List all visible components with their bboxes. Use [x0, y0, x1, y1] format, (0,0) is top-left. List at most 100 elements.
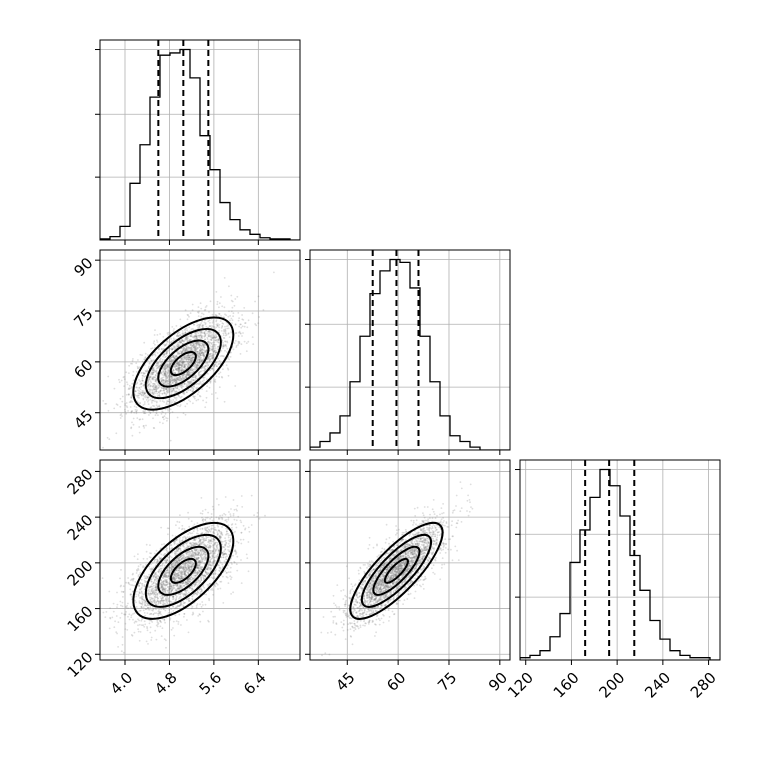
sample-point	[215, 351, 218, 354]
sample-point	[140, 596, 143, 598]
sample-point	[189, 357, 192, 360]
sample-point	[225, 314, 228, 317]
sample-point	[177, 370, 180, 372]
sample-point	[229, 515, 232, 517]
sample-point	[179, 375, 181, 378]
sample-point	[197, 354, 200, 357]
sample-point	[164, 383, 167, 386]
sample-point	[243, 307, 246, 309]
sample-point	[159, 365, 162, 368]
sample-point	[187, 335, 190, 338]
sample-point	[205, 305, 208, 307]
sample-point	[175, 368, 177, 371]
sample-point	[166, 391, 169, 394]
sample-point	[181, 379, 184, 381]
sample-point	[188, 382, 191, 384]
sample-point	[171, 381, 174, 383]
sample-point	[213, 558, 216, 561]
sample-point	[188, 383, 191, 386]
sample-point	[238, 317, 241, 320]
sample-point	[134, 390, 137, 393]
sample-point	[171, 401, 174, 403]
sample-point	[199, 354, 202, 357]
sample-point	[172, 379, 175, 382]
sample-point	[204, 575, 207, 578]
sample-point	[193, 347, 196, 349]
sample-point	[223, 316, 225, 319]
sample-point	[202, 354, 205, 357]
sample-point	[151, 372, 154, 375]
sample-point	[189, 361, 192, 364]
sample-point	[164, 574, 167, 577]
sample-point	[195, 567, 198, 570]
sample-point	[159, 595, 162, 598]
sample-point	[164, 580, 167, 583]
sample-point	[124, 410, 127, 413]
sample-point	[183, 365, 186, 368]
sample-point	[154, 374, 157, 376]
sample-point	[207, 572, 210, 575]
sample-point	[167, 364, 170, 367]
sample-point	[169, 391, 172, 393]
sample-point	[149, 372, 152, 375]
sample-point	[182, 333, 185, 336]
sample-point	[168, 588, 171, 590]
sample-point	[211, 357, 214, 359]
sample-point	[193, 323, 196, 326]
sample-point	[209, 336, 212, 338]
sample-point	[174, 364, 176, 367]
sample-point	[180, 364, 183, 367]
sample-point	[213, 341, 216, 344]
sample-point	[164, 370, 167, 373]
sample-point	[181, 339, 184, 342]
sample-point	[155, 400, 158, 403]
sample-point	[150, 388, 153, 391]
sample-point	[196, 346, 199, 349]
sample-point	[166, 365, 169, 368]
sample-point	[180, 357, 183, 360]
sample-point	[186, 373, 189, 376]
sample-point	[153, 574, 156, 577]
sample-point	[189, 344, 192, 346]
sample-point	[211, 337, 214, 339]
sample-point	[247, 526, 250, 529]
sample-point	[222, 334, 225, 337]
sample-point	[195, 342, 198, 344]
sample-point	[224, 340, 227, 343]
sample-point	[147, 379, 150, 381]
sample-point	[143, 411, 146, 413]
sample-point	[210, 516, 213, 519]
sample-point	[142, 394, 145, 397]
sample-point	[194, 336, 197, 338]
sample-point	[150, 567, 153, 570]
sample-point	[161, 543, 163, 546]
sample-point	[169, 591, 172, 594]
sample-point	[204, 334, 206, 337]
sample-point	[185, 337, 188, 340]
sample-point	[165, 388, 168, 390]
sample-point	[143, 579, 146, 582]
sample-point	[196, 543, 198, 546]
sample-point	[212, 572, 215, 575]
sample-point	[169, 381, 172, 383]
sample-point	[162, 379, 165, 382]
sample-point	[224, 329, 227, 331]
sample-point	[167, 376, 170, 379]
sample-point	[144, 352, 147, 355]
sample-point	[181, 360, 184, 363]
sample-point	[131, 584, 134, 587]
sample-point	[150, 359, 153, 362]
sample-point	[176, 378, 179, 380]
sample-point	[197, 556, 200, 559]
sample-point	[198, 588, 201, 591]
sample-point	[203, 365, 206, 368]
sample-point	[200, 336, 203, 339]
sample-point	[140, 372, 143, 374]
sample-point	[186, 346, 188, 349]
sample-point	[183, 348, 185, 351]
sample-point	[169, 588, 171, 590]
sample-point	[167, 369, 170, 372]
sample-point	[170, 363, 172, 365]
sample-point	[221, 546, 224, 549]
sample-point	[180, 357, 183, 360]
